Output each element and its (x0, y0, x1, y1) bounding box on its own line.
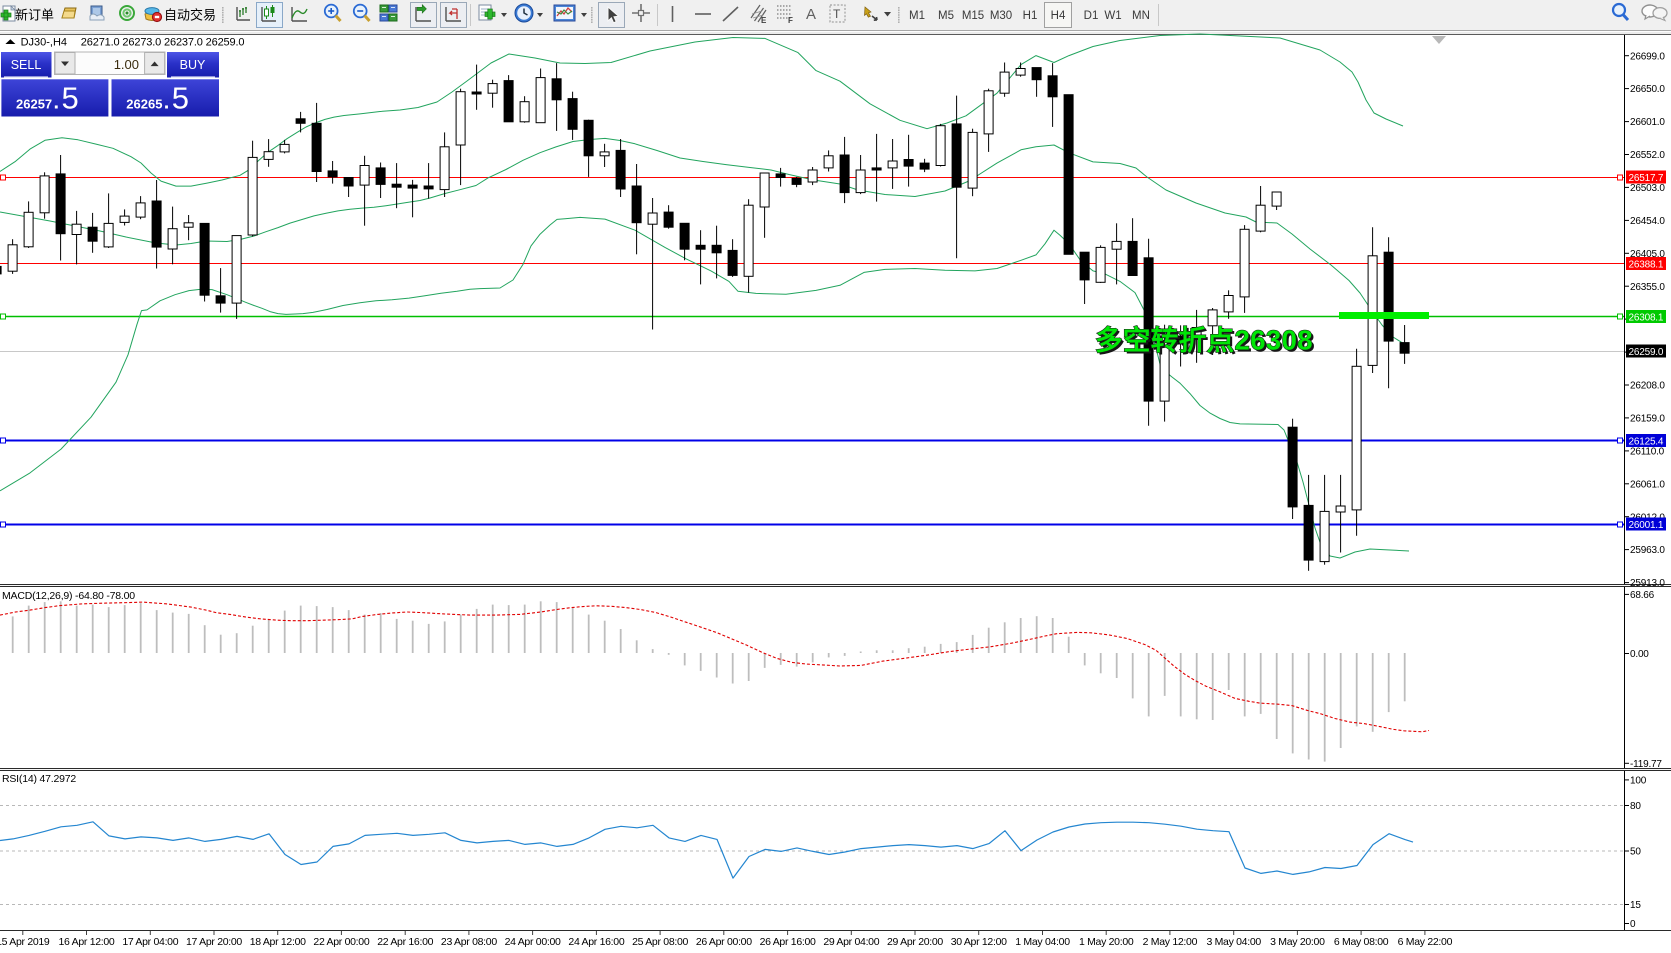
svg-text:1.00: 1.00 (114, 57, 139, 72)
svg-text:26355.0: 26355.0 (1630, 282, 1665, 293)
svg-text:W1: W1 (1104, 10, 1121, 22)
svg-text:26308.1: 26308.1 (1629, 312, 1664, 323)
svg-text:26454.0: 26454.0 (1630, 216, 1665, 227)
svg-text:26 Apr 16:00: 26 Apr 16:00 (760, 936, 816, 948)
svg-text:26208.0: 26208.0 (1630, 381, 1665, 392)
svg-text:26061.0: 26061.0 (1630, 479, 1665, 490)
svg-text:26159.0: 26159.0 (1630, 414, 1665, 425)
svg-text:M1: M1 (909, 10, 925, 22)
svg-text:17 Apr 04:00: 17 Apr 04:00 (122, 936, 178, 948)
svg-text:23 Apr 08:00: 23 Apr 08:00 (441, 936, 497, 948)
svg-text:-119.77: -119.77 (1630, 759, 1662, 770)
svg-text:26552.0: 26552.0 (1630, 150, 1665, 161)
svg-text:25963.0: 25963.0 (1630, 545, 1665, 556)
svg-text:15: 15 (1630, 900, 1641, 911)
svg-text:100: 100 (1630, 776, 1647, 787)
svg-text:多空转折点26308: 多空转折点26308 (1095, 325, 1313, 356)
svg-text:80: 80 (1630, 801, 1641, 812)
svg-text:E: E (761, 16, 767, 25)
svg-text:M5: M5 (938, 10, 954, 22)
svg-text:24 Apr 00:00: 24 Apr 00:00 (505, 936, 561, 948)
svg-text:26265: 26265 (126, 96, 162, 111)
svg-text:26257: 26257 (16, 96, 52, 111)
svg-text:2 May 12:00: 2 May 12:00 (1143, 936, 1198, 948)
svg-text:SELL: SELL (11, 58, 42, 72)
svg-text:新订单: 新订单 (15, 8, 54, 23)
svg-text:26271.0 26273.0 26237.0 26259.: 26271.0 26273.0 26237.0 26259.0 (81, 36, 245, 48)
svg-text:M15: M15 (962, 10, 984, 22)
svg-text:25 Apr 08:00: 25 Apr 08:00 (632, 936, 688, 948)
svg-text:24 Apr 16:00: 24 Apr 16:00 (568, 936, 624, 948)
svg-text:30 Apr 12:00: 30 Apr 12:00 (951, 936, 1007, 948)
svg-text:25913.0: 25913.0 (1630, 578, 1665, 589)
svg-text:26 Apr 00:00: 26 Apr 00:00 (696, 936, 752, 948)
svg-text:16 Apr 12:00: 16 Apr 12:00 (59, 936, 115, 948)
svg-text:.: . (54, 91, 60, 113)
svg-text:F: F (788, 16, 793, 25)
svg-text:26650.0: 26650.0 (1630, 84, 1665, 95)
svg-text:1 May 20:00: 1 May 20:00 (1079, 936, 1134, 948)
svg-text:T: T (833, 7, 841, 21)
svg-text:0.00: 0.00 (1630, 649, 1649, 660)
svg-text:26001.1: 26001.1 (1629, 520, 1664, 531)
svg-text:26405.0: 26405.0 (1630, 249, 1665, 260)
svg-text:5: 5 (172, 81, 189, 116)
svg-text:A: A (806, 6, 816, 23)
svg-text:26601.0: 26601.0 (1630, 117, 1665, 128)
svg-text:6 May 22:00: 6 May 22:00 (1398, 936, 1453, 948)
svg-text:RSI(14) 47.2972: RSI(14) 47.2972 (2, 773, 76, 785)
svg-text:26259.0: 26259.0 (1629, 347, 1664, 358)
svg-text:H4: H4 (1051, 10, 1066, 22)
svg-text:26125.4: 26125.4 (1629, 436, 1664, 447)
svg-text:.: . (164, 91, 170, 113)
svg-text:22 Apr 16:00: 22 Apr 16:00 (377, 936, 433, 948)
svg-text:MACD(12,26,9) -64.80 -78.00: MACD(12,26,9) -64.80 -78.00 (2, 590, 135, 602)
svg-text:H1: H1 (1023, 10, 1038, 22)
svg-text:15 Apr 2019: 15 Apr 2019 (0, 936, 50, 948)
svg-text:50: 50 (1630, 847, 1641, 858)
svg-text:29 Apr 20:00: 29 Apr 20:00 (887, 936, 943, 948)
svg-text:17 Apr 20:00: 17 Apr 20:00 (186, 936, 242, 948)
svg-text:自动交易: 自动交易 (164, 8, 216, 23)
svg-text:26503.0: 26503.0 (1630, 183, 1665, 194)
svg-text:3 May 04:00: 3 May 04:00 (1206, 936, 1261, 948)
svg-text:26699.0: 26699.0 (1630, 51, 1665, 62)
svg-text:D1: D1 (1084, 10, 1099, 22)
svg-text:0: 0 (1630, 919, 1636, 930)
svg-text:MN: MN (1132, 10, 1150, 22)
svg-text:18 Apr 12:00: 18 Apr 12:00 (250, 936, 306, 948)
svg-text:M30: M30 (990, 10, 1012, 22)
svg-text:5: 5 (62, 81, 79, 116)
svg-text:DJ30-,H4: DJ30-,H4 (21, 36, 67, 48)
svg-text:6 May 08:00: 6 May 08:00 (1334, 936, 1389, 948)
svg-text:3 May 20:00: 3 May 20:00 (1270, 936, 1325, 948)
svg-text:26388.1: 26388.1 (1629, 259, 1664, 270)
svg-text:29 Apr 04:00: 29 Apr 04:00 (823, 936, 879, 948)
svg-text:26110.0: 26110.0 (1630, 447, 1665, 458)
svg-text:26517.7: 26517.7 (1629, 173, 1664, 184)
svg-text:22 Apr 00:00: 22 Apr 00:00 (313, 936, 369, 948)
svg-text:68.66: 68.66 (1630, 590, 1655, 601)
svg-text:BUY: BUY (180, 58, 206, 72)
svg-text:多空转折点26308: 多空转折点26308 (1097, 327, 1315, 358)
svg-text:1 May 04:00: 1 May 04:00 (1015, 936, 1070, 948)
